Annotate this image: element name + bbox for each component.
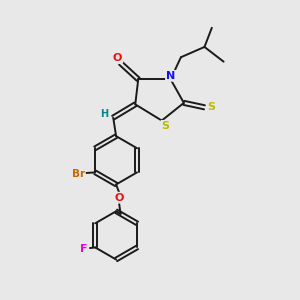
- Text: F: F: [80, 244, 88, 254]
- Text: S: S: [207, 102, 215, 112]
- Text: N: N: [166, 71, 175, 81]
- Text: Br: Br: [72, 169, 85, 179]
- Text: S: S: [161, 121, 169, 131]
- Text: H: H: [100, 109, 108, 119]
- Text: O: O: [113, 53, 122, 63]
- Text: O: O: [114, 193, 124, 203]
